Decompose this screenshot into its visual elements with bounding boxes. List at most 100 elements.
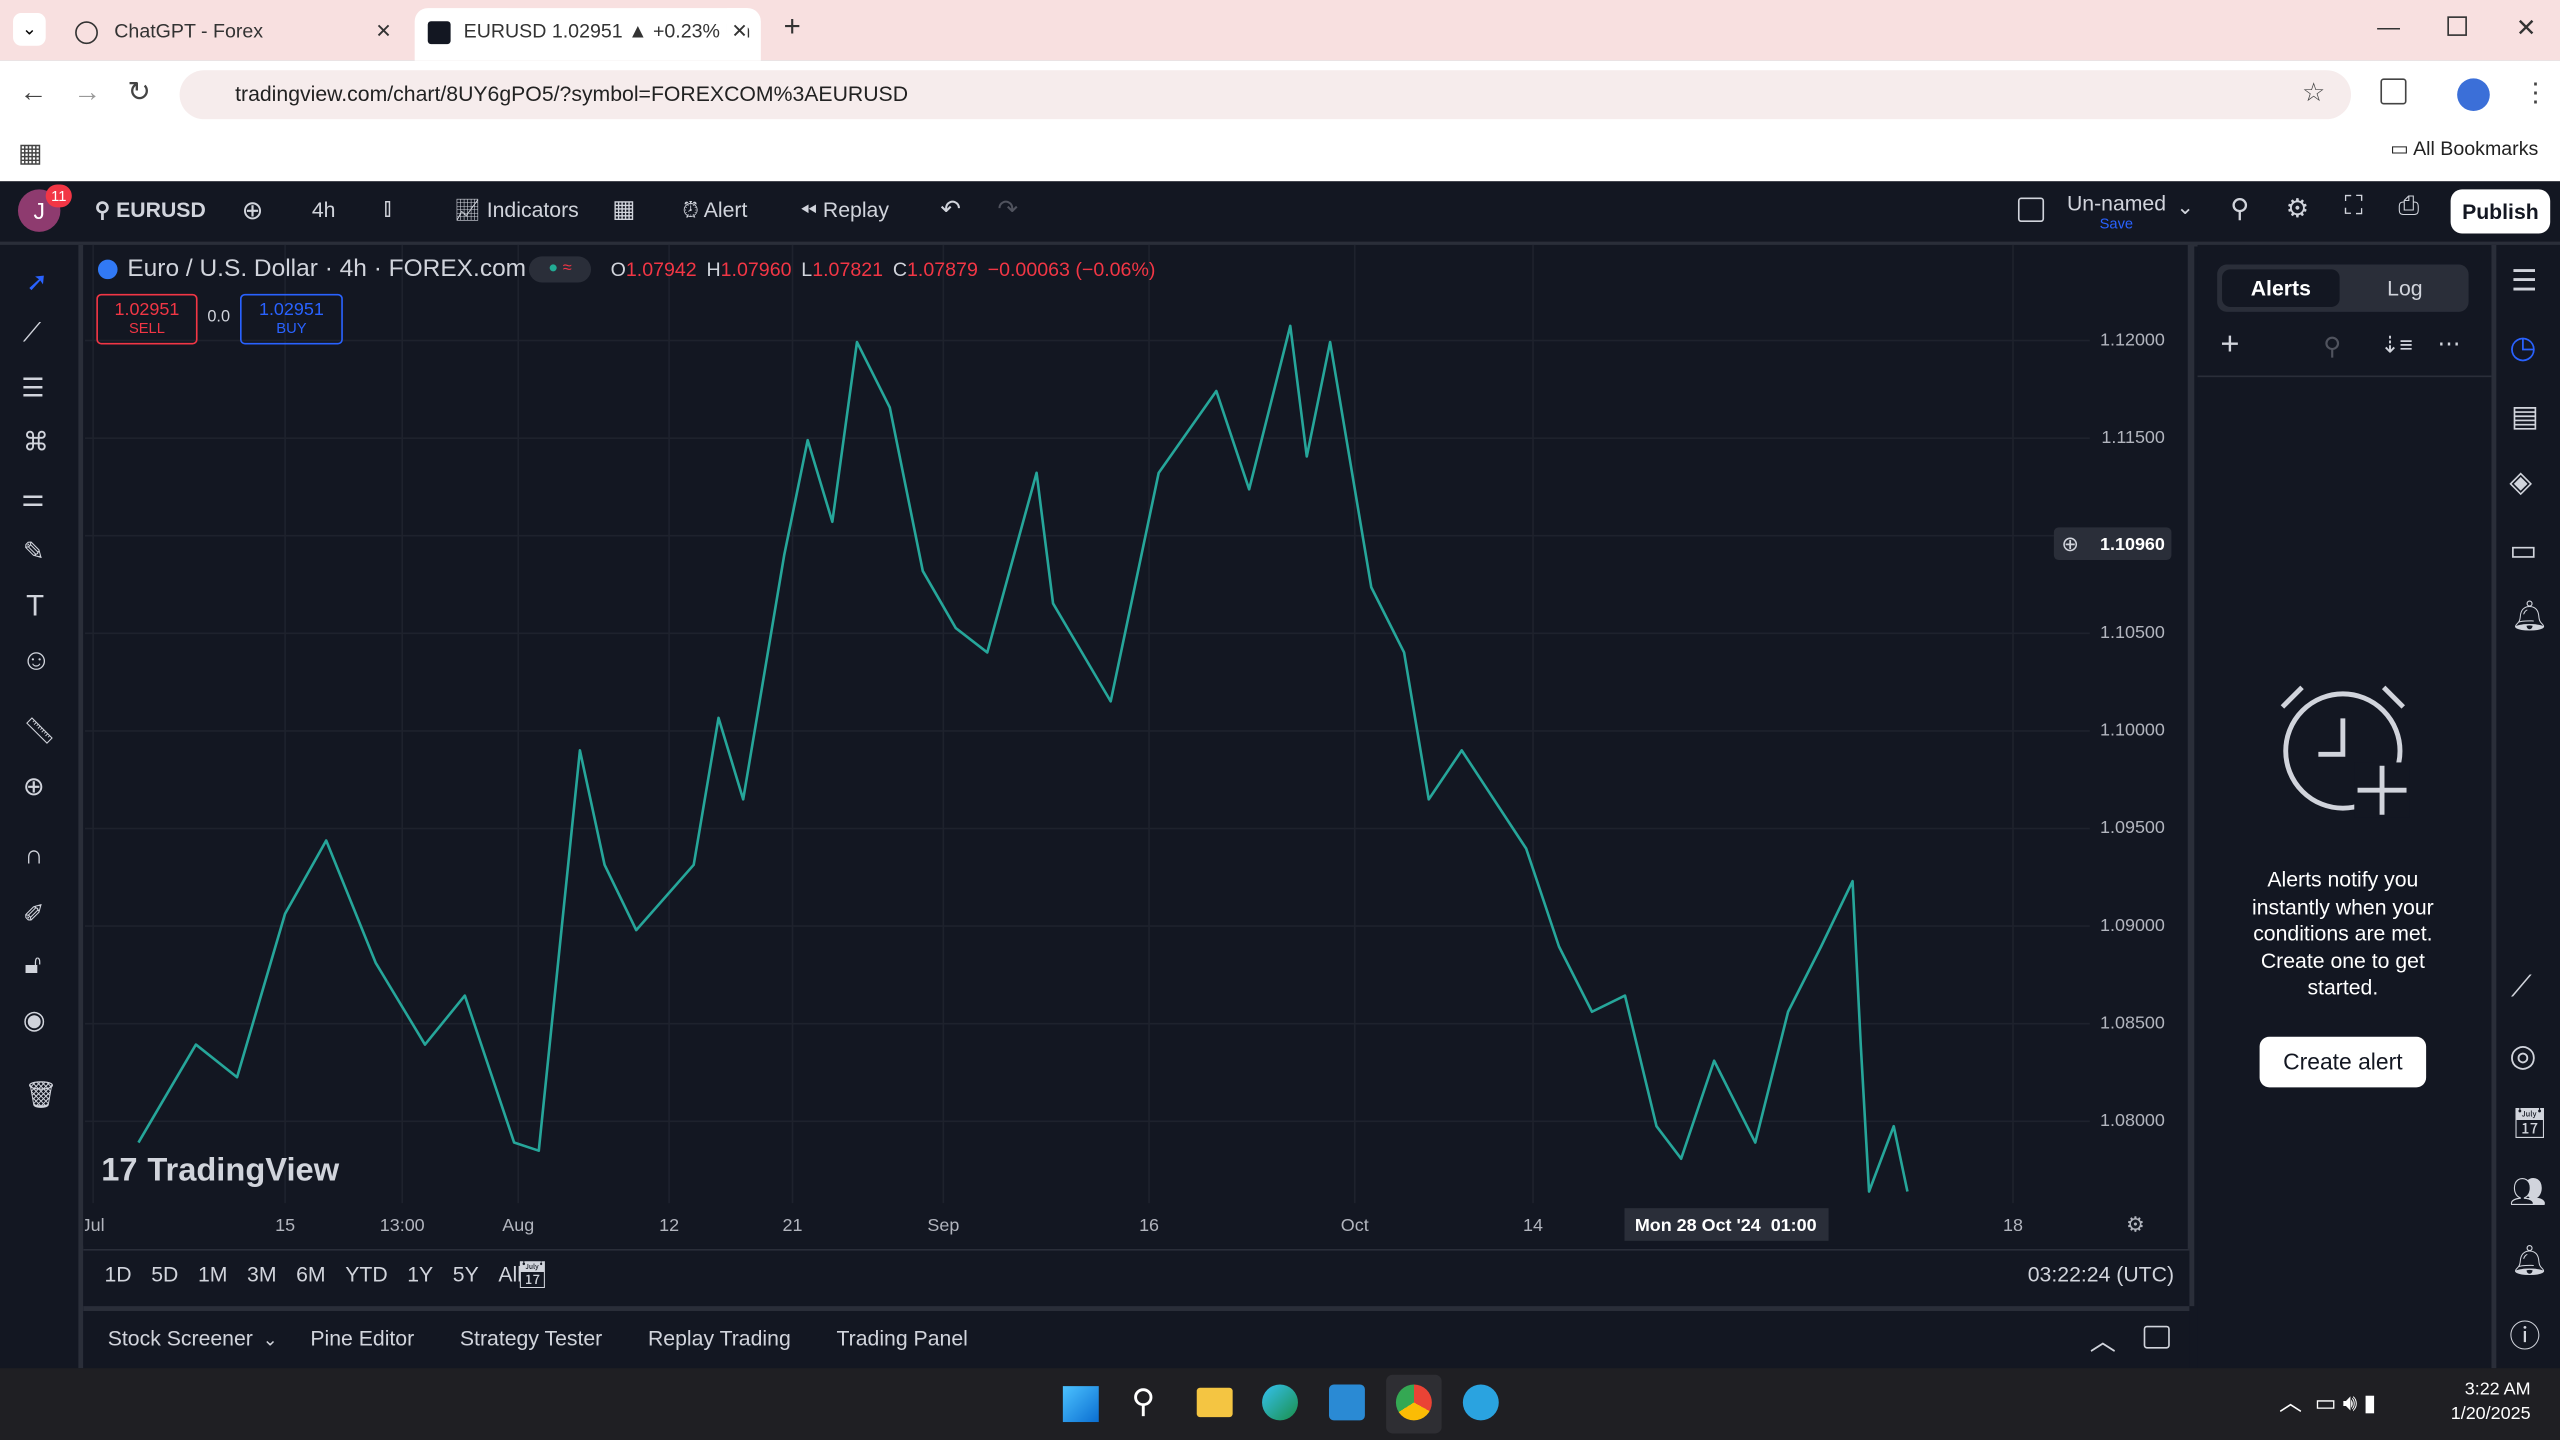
vscode[interactable] bbox=[1328, 1384, 1365, 1421]
telegram[interactable] bbox=[1462, 1384, 1499, 1421]
new-tab[interactable]: + bbox=[783, 9, 801, 43]
measure-tool[interactable]: 📏︎ bbox=[22, 718, 57, 747]
publish[interactable]: Publish bbox=[2450, 189, 2551, 234]
news[interactable]: 🔔︎ bbox=[2511, 1244, 2549, 1277]
start-button[interactable] bbox=[1062, 1386, 1099, 1423]
fib-tool[interactable]: ☰ bbox=[21, 375, 45, 404]
cursor-tool[interactable]: ➚ bbox=[26, 269, 49, 298]
text-tool[interactable]: T bbox=[26, 589, 45, 623]
alert-button[interactable]: ⏰︎ Alert bbox=[682, 197, 748, 223]
alerts-sidebar[interactable]: ◷ bbox=[2509, 331, 2537, 366]
range-button[interactable]: 5D bbox=[151, 1262, 179, 1287]
draw-mode[interactable]: ✐ bbox=[22, 901, 45, 929]
alerts-tab[interactable]: Alerts bbox=[2222, 269, 2340, 307]
bottom-tab[interactable]: Stock Screener bbox=[107, 1325, 253, 1351]
tray[interactable]: ︿ ▭ 🔊︎ ▮ bbox=[2279, 1389, 2377, 1416]
layout-name[interactable]: Un-named bbox=[2066, 191, 2167, 216]
edge[interactable] bbox=[1262, 1384, 1298, 1421]
menu[interactable]: ⋮ bbox=[2522, 80, 2549, 108]
bookmark-star[interactable]: ☆ bbox=[2302, 80, 2326, 108]
trendline-tool[interactable]: ⟋ bbox=[22, 320, 42, 348]
help[interactable]: ⓘ bbox=[2509, 1320, 2541, 1356]
reload[interactable]: ↻ bbox=[127, 76, 151, 108]
bottom-tab[interactable]: Pine Editor bbox=[310, 1325, 415, 1351]
goto-date[interactable]: 📅︎ bbox=[515, 1262, 550, 1290]
search-alerts[interactable]: ⚲ bbox=[2323, 333, 2342, 361]
forecast-tool[interactable]: ⚌ bbox=[21, 484, 45, 513]
indicators[interactable]: 📈︎ Indicators bbox=[453, 197, 579, 223]
range-button[interactable]: 1M bbox=[197, 1262, 228, 1287]
range-button[interactable]: All bbox=[498, 1262, 522, 1287]
all-bookmarks[interactable]: ▭ All Bookmarks bbox=[2390, 137, 2539, 160]
save[interactable]: Save bbox=[2099, 215, 2134, 232]
brush-tool[interactable]: ✎ bbox=[22, 538, 45, 567]
data-window[interactable]: ▤ bbox=[2511, 399, 2539, 433]
profile[interactable] bbox=[2457, 78, 2490, 112]
settings[interactable]: ⚙︎ bbox=[2285, 195, 2310, 224]
back[interactable]: ← bbox=[19, 76, 48, 108]
range-button[interactable]: 1D bbox=[104, 1262, 132, 1287]
sell-button[interactable]: 1.02951 SELL bbox=[96, 293, 198, 345]
range-button[interactable]: 5Y bbox=[452, 1262, 479, 1287]
quick-search[interactable]: ⚲ bbox=[2230, 195, 2250, 224]
range-button[interactable]: 6M bbox=[296, 1262, 326, 1287]
bottom-tab[interactable]: Trading Panel bbox=[836, 1325, 968, 1351]
layout-menu[interactable]: ⌄ bbox=[2176, 194, 2195, 219]
buy-button[interactable]: 1.02951 BUY bbox=[239, 293, 343, 345]
add-alert-icon[interactable]: ⊕ bbox=[2061, 533, 2079, 556]
lock-tool[interactable]: 🔓︎ bbox=[24, 951, 42, 980]
chrome[interactable] bbox=[1395, 1384, 1432, 1421]
omnibox[interactable] bbox=[179, 70, 2352, 120]
apps[interactable]: ▦ bbox=[17, 140, 43, 169]
range-button[interactable]: YTD bbox=[345, 1262, 388, 1287]
maximize-panel[interactable] bbox=[2143, 1325, 2170, 1349]
undo[interactable]: ↶ bbox=[940, 195, 961, 224]
alerts-menu[interactable]: ⋯ bbox=[2437, 329, 2461, 356]
tab[interactable]: ChatGPT - Forex ✕ bbox=[62, 8, 408, 54]
tab-search[interactable]: ⌄ bbox=[13, 13, 46, 46]
zoom-tool[interactable]: ⊕ bbox=[22, 773, 45, 802]
file-explorer[interactable] bbox=[1196, 1387, 1233, 1418]
log-tab[interactable]: Log bbox=[2387, 275, 2423, 301]
hide-tool[interactable]: ◉ bbox=[22, 1007, 46, 1036]
minimize[interactable]: — bbox=[2377, 13, 2400, 40]
date: 1/20/2025 bbox=[2450, 1404, 2531, 1424]
compare[interactable]: ⊕ bbox=[241, 197, 264, 226]
interval[interactable]: 4h bbox=[311, 197, 336, 223]
object-tree[interactable]: ◈ bbox=[2509, 465, 2532, 498]
tab-active[interactable]: EURUSD 1.02951 ▲ +0.23% Un ✕ bbox=[414, 8, 761, 61]
range-button[interactable]: 1Y bbox=[407, 1262, 434, 1287]
bottom-tab[interactable]: Strategy Tester bbox=[459, 1325, 603, 1351]
magnet-tool[interactable]: ∩ bbox=[24, 842, 44, 871]
replay-button[interactable]: ⏪︎ Replay bbox=[799, 197, 889, 223]
create-alert[interactable]: Create alert bbox=[2259, 1036, 2427, 1088]
axis-settings[interactable]: ⚙ bbox=[2126, 1214, 2145, 1237]
ideas[interactable]: ◎ bbox=[2509, 1040, 2537, 1075]
community[interactable]: 👥︎ bbox=[2509, 1175, 2547, 1209]
pattern-tool[interactable]: ⌘ bbox=[22, 429, 49, 458]
extensions[interactable] bbox=[2380, 78, 2407, 105]
fullscreen[interactable]: ⛶ bbox=[2344, 192, 2363, 221]
watchlist[interactable]: ☰ bbox=[2511, 264, 2538, 298]
pine[interactable]: ⟋ bbox=[2511, 969, 2532, 1003]
icon-tool[interactable]: ☺ bbox=[21, 643, 52, 676]
expand-panel[interactable]: ︿ bbox=[2089, 1328, 2116, 1357]
chats[interactable]: ▭ bbox=[2509, 533, 2538, 567]
symbol-search[interactable]: ⚲ EURUSD bbox=[94, 197, 206, 223]
redo[interactable]: ↷ bbox=[997, 195, 1019, 224]
templates[interactable]: ▦ bbox=[612, 195, 636, 224]
remove-tool[interactable]: 🗑︎ bbox=[24, 1082, 58, 1111]
notifications[interactable]: 🔔︎ bbox=[2511, 599, 2549, 632]
forward[interactable]: → bbox=[73, 76, 102, 108]
range-button[interactable]: 3M bbox=[247, 1262, 277, 1287]
sort-alerts[interactable]: ⇣≡ bbox=[2380, 331, 2413, 358]
close[interactable]: ✕ bbox=[2515, 14, 2537, 43]
calendar[interactable]: 📅︎ bbox=[2511, 1106, 2549, 1140]
bottom-tab[interactable]: Replay Trading bbox=[647, 1325, 791, 1351]
add-alert[interactable]: + bbox=[2220, 326, 2240, 363]
snapshot[interactable]: ⎙ bbox=[2398, 192, 2420, 221]
layout-icon[interactable] bbox=[2017, 197, 2045, 223]
taskbar-search[interactable]: ⚲ bbox=[1131, 1384, 1156, 1421]
maximize[interactable] bbox=[2447, 16, 2467, 36]
chart-type[interactable]: ⫾ bbox=[383, 194, 392, 223]
